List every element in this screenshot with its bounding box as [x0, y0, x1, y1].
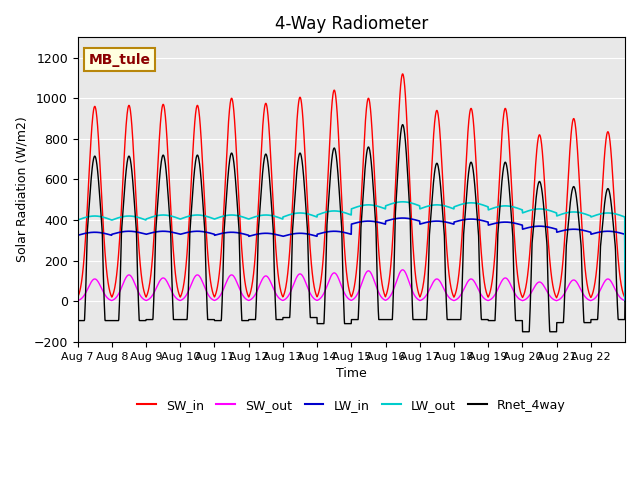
SW_out: [516, 297, 524, 302]
LW_out: [621, 299, 629, 304]
Rnet_4way: [246, 317, 254, 323]
LW_in: [129, 228, 136, 234]
LW_out: [74, 217, 81, 223]
Line: SW_out: SW_out: [77, 270, 625, 301]
SW_in: [621, 299, 629, 304]
SW_in: [547, 270, 555, 276]
Rnet_4way: [547, 329, 555, 335]
X-axis label: Time: Time: [336, 367, 367, 380]
Rnet_4way: [519, 329, 527, 335]
Line: Rnet_4way: Rnet_4way: [77, 125, 625, 332]
LW_out: [516, 206, 524, 212]
Rnet_4way: [384, 317, 392, 323]
Line: LW_out: LW_out: [77, 202, 625, 301]
SW_out: [384, 296, 392, 301]
LW_out: [129, 213, 136, 219]
LW_out: [384, 202, 392, 208]
Title: 4-Way Radiometer: 4-Way Radiometer: [275, 15, 428, 33]
Text: MB_tule: MB_tule: [88, 53, 150, 67]
Rnet_4way: [621, 299, 629, 304]
SW_out: [621, 299, 629, 304]
LW_in: [74, 232, 81, 238]
LW_out: [399, 199, 406, 204]
SW_in: [129, 130, 136, 135]
LW_out: [547, 208, 555, 214]
SW_in: [614, 247, 621, 252]
Y-axis label: Solar Radiation (W/m2): Solar Radiation (W/m2): [15, 117, 28, 263]
Rnet_4way: [129, 173, 136, 179]
LW_out: [246, 216, 254, 221]
Rnet_4way: [614, 307, 621, 313]
SW_in: [399, 71, 406, 77]
LW_in: [547, 225, 555, 230]
SW_out: [614, 291, 621, 297]
Rnet_4way: [516, 318, 524, 324]
Rnet_4way: [399, 122, 406, 128]
SW_in: [384, 285, 392, 290]
SW_out: [547, 295, 555, 300]
SW_in: [516, 288, 524, 294]
Legend: SW_in, SW_out, LW_in, LW_out, Rnet_4way: SW_in, SW_out, LW_in, LW_out, Rnet_4way: [132, 394, 570, 417]
SW_out: [74, 298, 81, 303]
LW_in: [384, 217, 392, 223]
Rnet_4way: [74, 318, 81, 324]
LW_out: [614, 212, 621, 217]
SW_out: [246, 297, 254, 302]
SW_in: [246, 289, 254, 295]
LW_in: [516, 222, 524, 228]
LW_in: [614, 229, 621, 235]
LW_in: [399, 215, 406, 221]
SW_out: [129, 276, 136, 281]
Line: LW_in: LW_in: [77, 218, 625, 301]
LW_in: [246, 233, 254, 239]
LW_in: [621, 299, 629, 304]
SW_in: [74, 294, 81, 300]
Line: SW_in: SW_in: [77, 74, 625, 301]
SW_out: [399, 267, 406, 273]
